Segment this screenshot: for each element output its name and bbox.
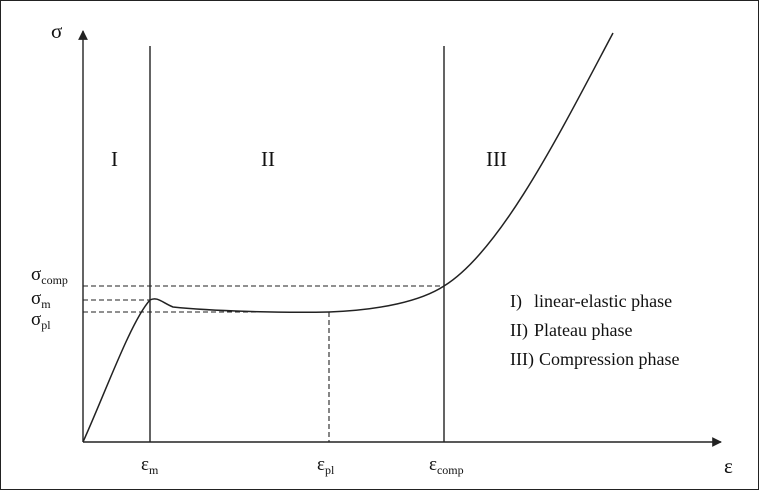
legend: I) linear-elastic phase II) Plateau phas… — [510, 291, 679, 370]
legend-text-3: Compression phase — [539, 349, 679, 369]
label-sigma-m: σm — [31, 288, 51, 311]
label-sigma-pl: σpl — [31, 309, 51, 332]
phase-label-I: I — [111, 147, 118, 171]
label-sigma-comp: σcomp — [31, 264, 68, 287]
legend-text-1: linear-elastic phase — [534, 291, 672, 311]
label-eps-comp: εcomp — [429, 454, 464, 477]
legend-num-3: III) — [510, 349, 534, 370]
y-axis-label: σ — [51, 19, 62, 43]
legend-num-1: I) — [510, 291, 522, 312]
stress-strain-curve — [82, 32, 614, 443]
legend-num-2: II) — [510, 320, 528, 341]
label-eps-m: εm — [141, 454, 159, 477]
x-axis-label: ε — [724, 454, 733, 478]
phase-label-III: III — [486, 147, 507, 171]
legend-text-2: Plateau phase — [534, 320, 632, 340]
phase-label-II: II — [261, 147, 275, 171]
label-eps-pl: εpl — [317, 454, 335, 477]
